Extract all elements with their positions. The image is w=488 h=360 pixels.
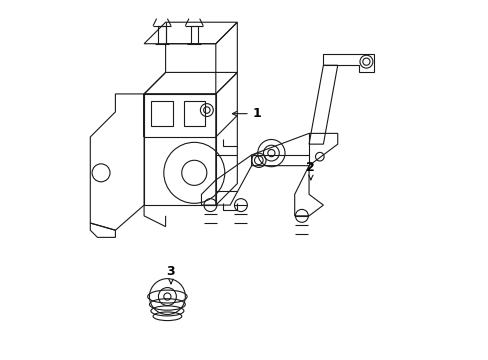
Text: 2: 2 (306, 161, 315, 180)
Text: 3: 3 (166, 265, 175, 284)
Text: 1: 1 (232, 107, 261, 120)
